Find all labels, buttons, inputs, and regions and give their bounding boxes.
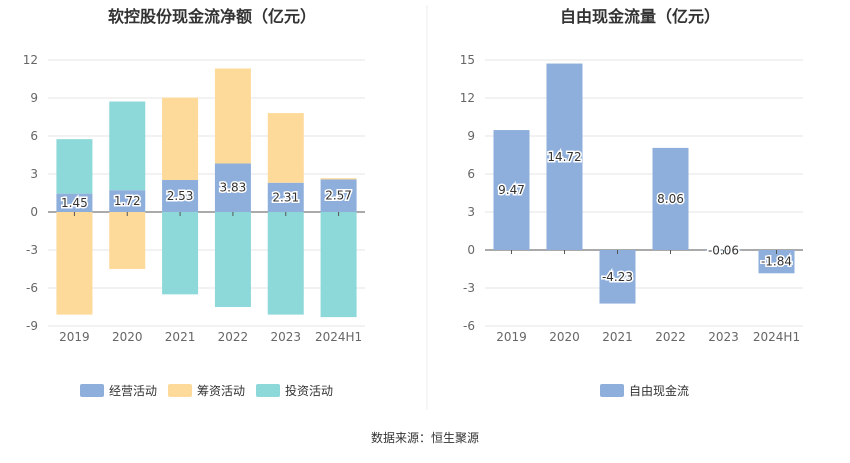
bar-2022-s1 [214,68,251,164]
bar-2020-s2 [109,101,146,191]
x-tick-label: 2021 [602,330,633,344]
bar-2023-s1 [267,113,304,183]
bar-2024H1-s2 [320,212,357,318]
legend-swatch[interactable] [80,384,104,397]
data-label: -4.23 [602,270,633,284]
y-tick-label: 6 [467,167,475,181]
y-tick-label: 3 [30,167,38,181]
x-tick-label: 2019 [59,330,90,344]
chart-1-plot: 12 9 6 3 0 -3 -6 -9 1.45 1.72 2.53 3.83 2.31 2.57 2019… [23,53,365,344]
y-tick-label: 3 [467,205,475,219]
y-tick-label: 12 [23,53,38,67]
y-tick-label: -6 [463,319,475,333]
y-tick-label: 9 [30,91,38,105]
data-label: 8.06 [657,192,684,206]
bar-2019-s0 [493,130,530,250]
data-label: 14.72 [547,150,581,164]
x-tick-label: 2020 [549,330,580,344]
bar-2019-s1 [56,212,93,315]
chart-1-title: 软控股份现金流净额（亿元） [108,7,316,26]
chart-2-legend: 自由现金流 [600,383,689,398]
bar-2022-s0 [652,147,689,250]
y-tick-label: -9 [26,319,38,333]
bar-2024H1-s0 [320,179,357,212]
y-tick-label: 0 [30,205,38,219]
data-label: 3.83 [220,181,247,195]
legend-swatch[interactable] [168,384,192,397]
chart-2-title: 自由现金流量（亿元） [560,7,720,26]
x-tick-label: 2024H1 [753,330,800,344]
source-note: 数据来源：恒生聚源 [371,430,479,445]
data-label: 1.45 [61,196,88,210]
data-label: 2.53 [167,189,194,203]
legend-label[interactable]: 投资活动 [285,383,333,398]
bar-2022-s0 [214,163,251,212]
y-tick-label: 12 [460,91,475,105]
bar-2023-s0 [267,182,304,212]
x-tick-label: 2024H1 [315,330,362,344]
x-tick-label: 2022 [218,330,249,344]
bar-2020-s0 [109,190,146,212]
y-tick-label: 15 [460,53,475,67]
bar-2024H1-s1 [320,178,357,180]
bar-2022-s2 [214,212,251,307]
x-tick-label: 2020 [112,330,143,344]
bar-2021-s2 [162,212,199,295]
bar-2023-s2 [267,212,304,315]
legend-label[interactable]: 筹资活动 [197,384,245,398]
data-label: -1.84 [761,255,792,269]
bar-2021-s1 [162,97,199,180]
y-tick-label: -3 [463,281,475,295]
x-tick-label: 2022 [655,330,686,344]
y-tick-label: 9 [467,129,475,143]
chart-1-legend: 经营活动 筹资活动 投资活动 [80,383,333,398]
y-tick-label: -3 [26,243,38,257]
x-tick-label: 2019 [496,330,527,344]
legend-swatch[interactable] [600,384,624,397]
bar-2024H1-s0 [758,250,795,274]
bar-2019-s2 [56,139,93,194]
bar-2019-s0 [56,193,93,212]
legend-label[interactable]: 经营活动 [109,384,157,398]
legend-label[interactable]: 自由现金流 [629,383,689,398]
bar-2020-s1 [109,212,146,269]
x-tick-label: 2023 [270,330,301,344]
x-tick-label: 2021 [165,330,196,344]
data-label: 2.31 [272,190,299,204]
x-tick-label: 2023 [708,330,739,344]
data-label: 9.47 [498,183,525,197]
y-tick-label: -6 [26,281,38,295]
bar-2021-s0 [599,250,636,304]
chart-2-plot: 15129630-3-69.4714.72-4.238.06-0.06-1.84… [460,53,803,344]
y-tick-label: 6 [30,129,38,143]
y-tick-label: 0 [467,243,475,257]
bar-2021-s0 [162,179,199,212]
legend-swatch[interactable] [256,384,280,397]
data-label: 2.57 [325,189,352,203]
bar-2020-s0 [546,63,583,251]
data-label: 1.72 [114,194,141,208]
